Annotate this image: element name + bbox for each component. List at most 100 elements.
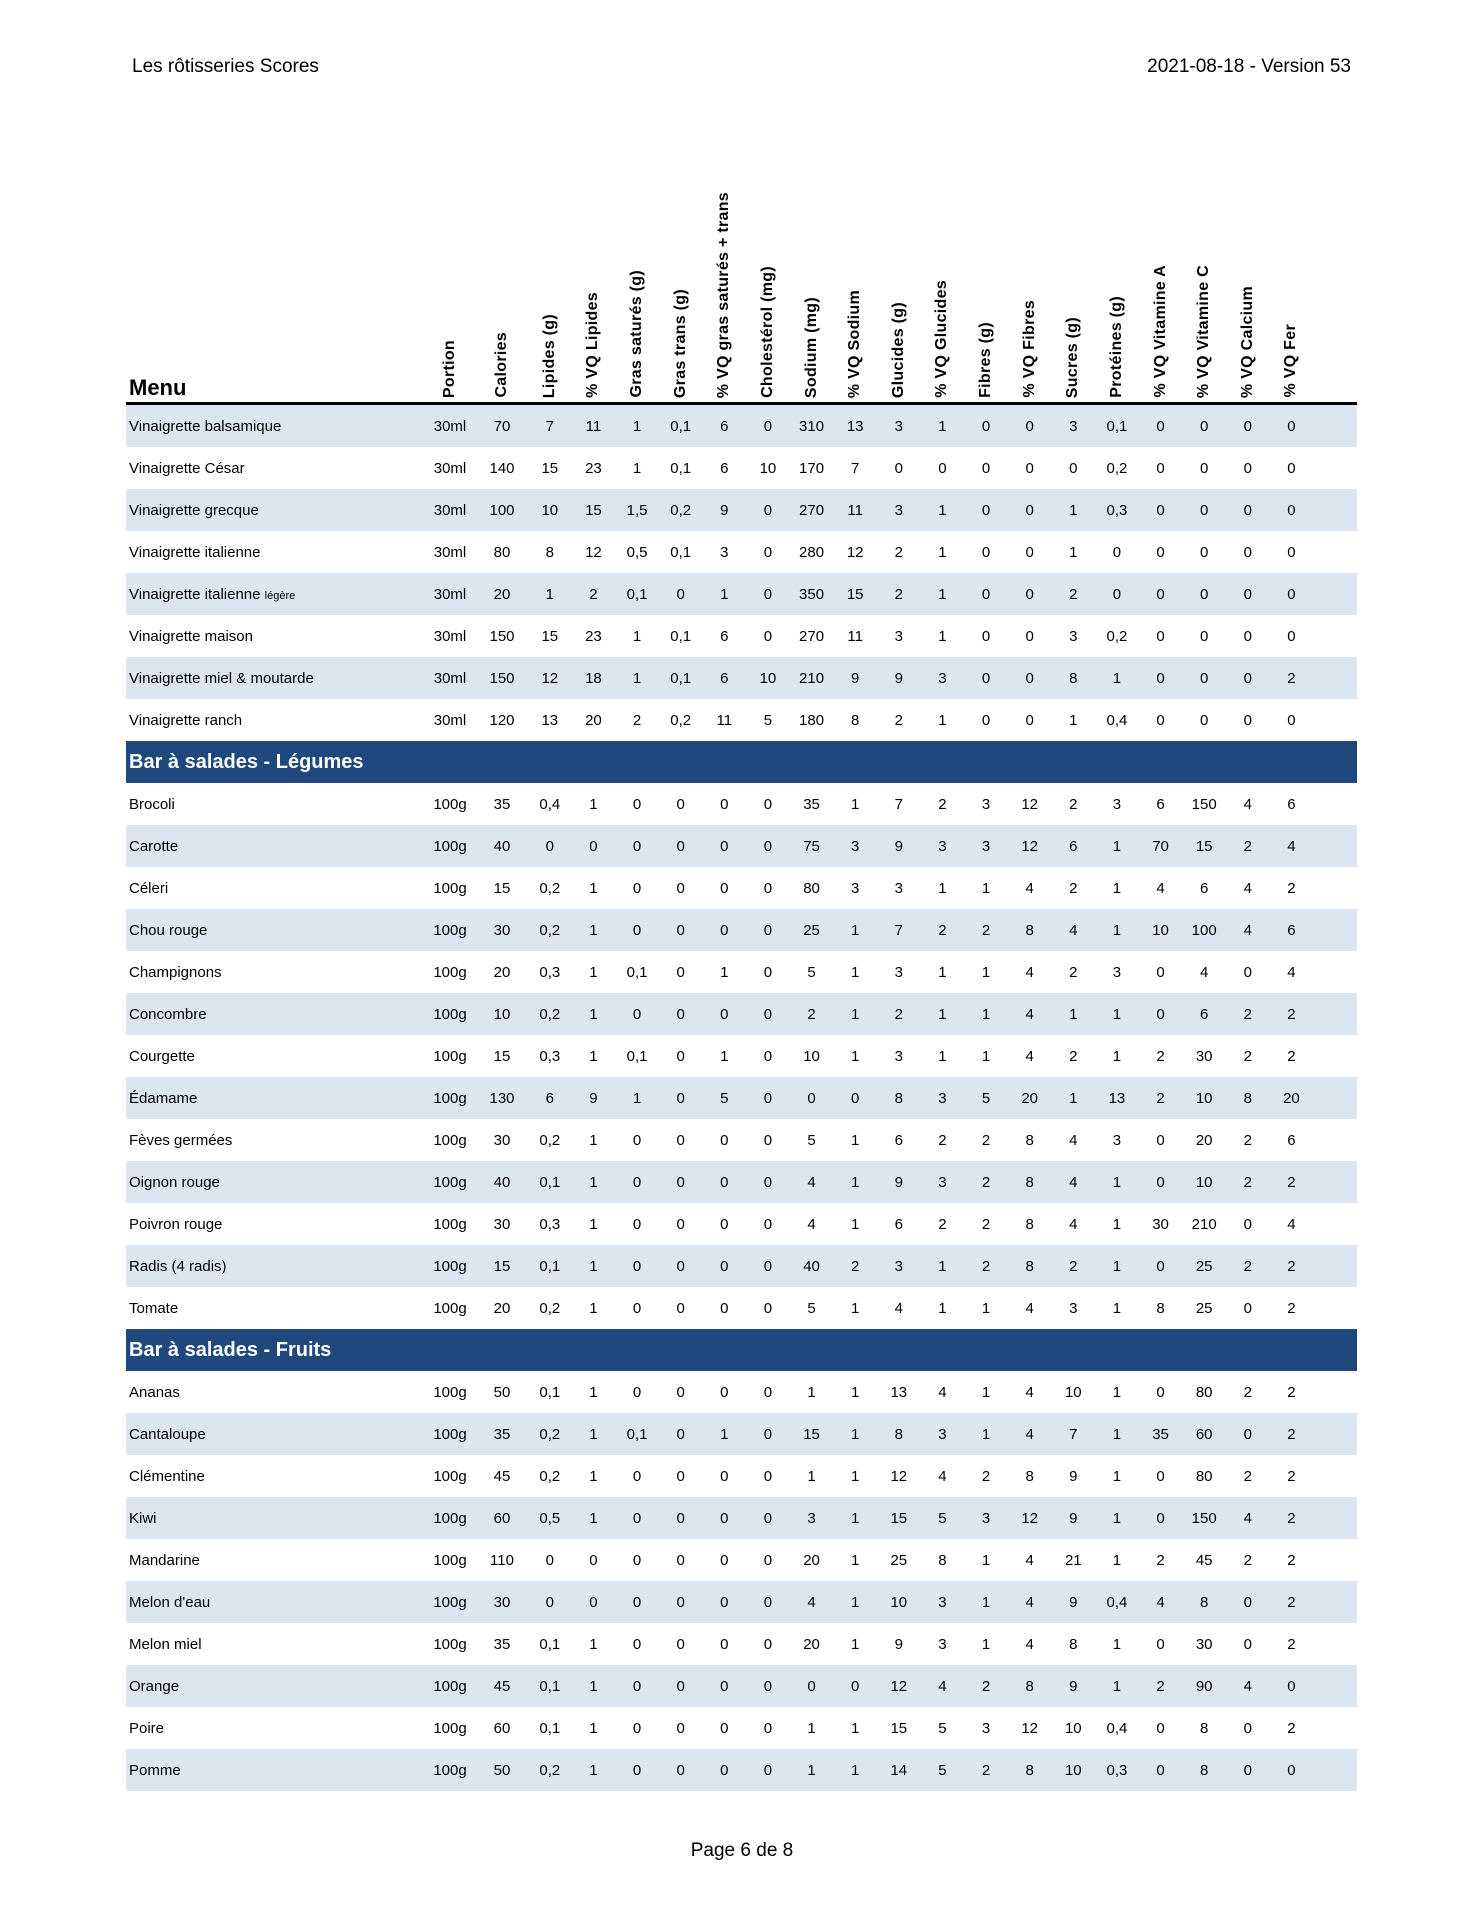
cell-value: 0: [1156, 1635, 1165, 1653]
table-row: Chou rouge 100g 30 0,2 1 0 0 0 0 25 1 7 2 2 8 4 1 10 100 4 6: [126, 909, 1357, 951]
cell-value: 2: [894, 543, 903, 561]
cell-value: 0: [1243, 1761, 1252, 1779]
cell-value: 2: [981, 1173, 991, 1191]
cell-value: 5: [807, 1299, 816, 1317]
cell-value: 30ml: [433, 543, 467, 561]
nutrition-table: Menu Portion Calories Lipides (g) % VQ Lipi…: [126, 150, 1357, 1791]
cell-value: 21: [1064, 1551, 1082, 1569]
cell-value: 9: [1069, 1467, 1078, 1485]
cell-value: 100g: [433, 1173, 467, 1191]
cell-value: 0: [720, 1005, 729, 1023]
cell-value: 1: [1069, 501, 1078, 519]
cell-value: 3: [894, 1047, 903, 1065]
cell-value: 4: [1025, 1425, 1034, 1443]
cell-value: 1: [851, 1719, 860, 1737]
cell-value: 3: [938, 1089, 947, 1107]
cell-value: 45: [493, 1467, 511, 1485]
cell-value: 0: [1243, 1215, 1252, 1233]
cell-value: 0: [1112, 585, 1122, 603]
item-name: Kiwi: [126, 1510, 424, 1527]
cell-value: 0: [1243, 459, 1252, 477]
cell-value: 2: [938, 795, 947, 813]
cell-value: 2: [1287, 1551, 1296, 1569]
cell-value: 1: [851, 1425, 860, 1443]
item-name: Brocoli: [126, 796, 424, 813]
cell-value: 0: [763, 543, 773, 561]
cell-value: 2: [1287, 1425, 1296, 1443]
cell-value: 1: [851, 1299, 860, 1317]
cell-value: 3: [981, 837, 991, 855]
cell-value: 0: [676, 963, 685, 981]
cell-value: 0: [1287, 627, 1296, 645]
cell-value: 2: [1243, 1131, 1252, 1149]
cell-value: 0: [763, 1425, 773, 1443]
cell-value: 1: [720, 1047, 729, 1065]
cell-value: 0: [763, 1761, 773, 1779]
cell-value: 0: [763, 1677, 773, 1695]
cell-value: 0: [1156, 459, 1165, 477]
cell-value: 10: [1152, 921, 1169, 939]
cell-value: 8: [1200, 1719, 1209, 1737]
item-name-text: Chou rouge: [129, 921, 208, 939]
cell-value: 8: [1200, 1761, 1209, 1779]
cell-value: 6: [720, 459, 729, 477]
cell-value: 0: [763, 1047, 773, 1065]
cell-value: 100g: [433, 1257, 467, 1275]
cell-value: 180: [799, 711, 825, 729]
column-header-label: Gras saturés (g): [628, 270, 646, 398]
cell-value: 9: [720, 501, 729, 519]
cell-value: 35: [493, 1635, 511, 1653]
column-header-label: Portion: [441, 339, 458, 398]
cell-value: 2: [1287, 1299, 1296, 1317]
item-name-text: Kiwi: [129, 1509, 157, 1527]
cell-value: 2: [1287, 1173, 1296, 1191]
cell-value: 0,1: [626, 585, 648, 603]
cell-value: 8: [1069, 669, 1078, 687]
column-header-label: % VQ Vitamine A: [1151, 265, 1169, 398]
cell-value: 1: [981, 1593, 991, 1611]
cell-value: 2: [1243, 1047, 1252, 1065]
cell-value: 0: [632, 1635, 642, 1653]
cell-value: 12: [585, 543, 602, 561]
cell-value: 25: [1195, 1299, 1213, 1317]
cell-value: 0: [545, 1593, 554, 1611]
cell-value: 15: [585, 501, 602, 519]
cell-value: 0: [763, 1509, 773, 1527]
cell-value: 9: [589, 1089, 598, 1107]
cell-value: 3: [894, 501, 903, 519]
cell-value: 0: [1287, 1761, 1296, 1779]
cell-value: 1: [851, 795, 860, 813]
cell-value: 0: [763, 1131, 773, 1149]
cell-value: 25: [890, 1551, 908, 1569]
cell-value: 8: [1025, 1173, 1034, 1191]
cell-value: 0: [1200, 417, 1209, 435]
cell-value: 4: [1025, 1635, 1034, 1653]
cell-value: 2: [981, 1215, 991, 1233]
cell-value: 1: [851, 1005, 860, 1023]
cell-value: 7: [894, 795, 903, 813]
cell-value: 0: [1156, 1761, 1165, 1779]
cell-value: 6: [1200, 879, 1209, 897]
cell-value: 1: [851, 1761, 860, 1779]
cell-value: 4: [807, 1173, 816, 1191]
cell-value: 100g: [433, 837, 467, 855]
cell-value: 1: [1112, 1467, 1122, 1485]
cell-value: 1: [1069, 711, 1078, 729]
cell-value: 0: [720, 837, 729, 855]
cell-value: 1: [981, 1635, 991, 1653]
cell-value: 0: [1156, 585, 1165, 603]
cell-value: 4: [938, 1677, 947, 1695]
cell-value: 0: [676, 1005, 685, 1023]
cell-value: 10: [541, 501, 559, 519]
cell-value: 0,1: [539, 1635, 561, 1653]
item-name: Ananas: [126, 1384, 424, 1401]
cell-value: 1: [851, 1215, 860, 1233]
cell-value: 0,1: [539, 1719, 561, 1737]
cell-value: 8: [1025, 1467, 1034, 1485]
cell-value: 1: [807, 1761, 816, 1779]
table-row: Vinaigrette ranch 30ml 120 13 20 2 0,2 11 5 180 8 2…: [126, 699, 1357, 741]
cell-value: 0,1: [670, 459, 692, 477]
cell-value: 1: [589, 1383, 598, 1401]
column-header: Protéines (g): [1095, 150, 1139, 402]
item-name-note: légère: [264, 589, 296, 602]
